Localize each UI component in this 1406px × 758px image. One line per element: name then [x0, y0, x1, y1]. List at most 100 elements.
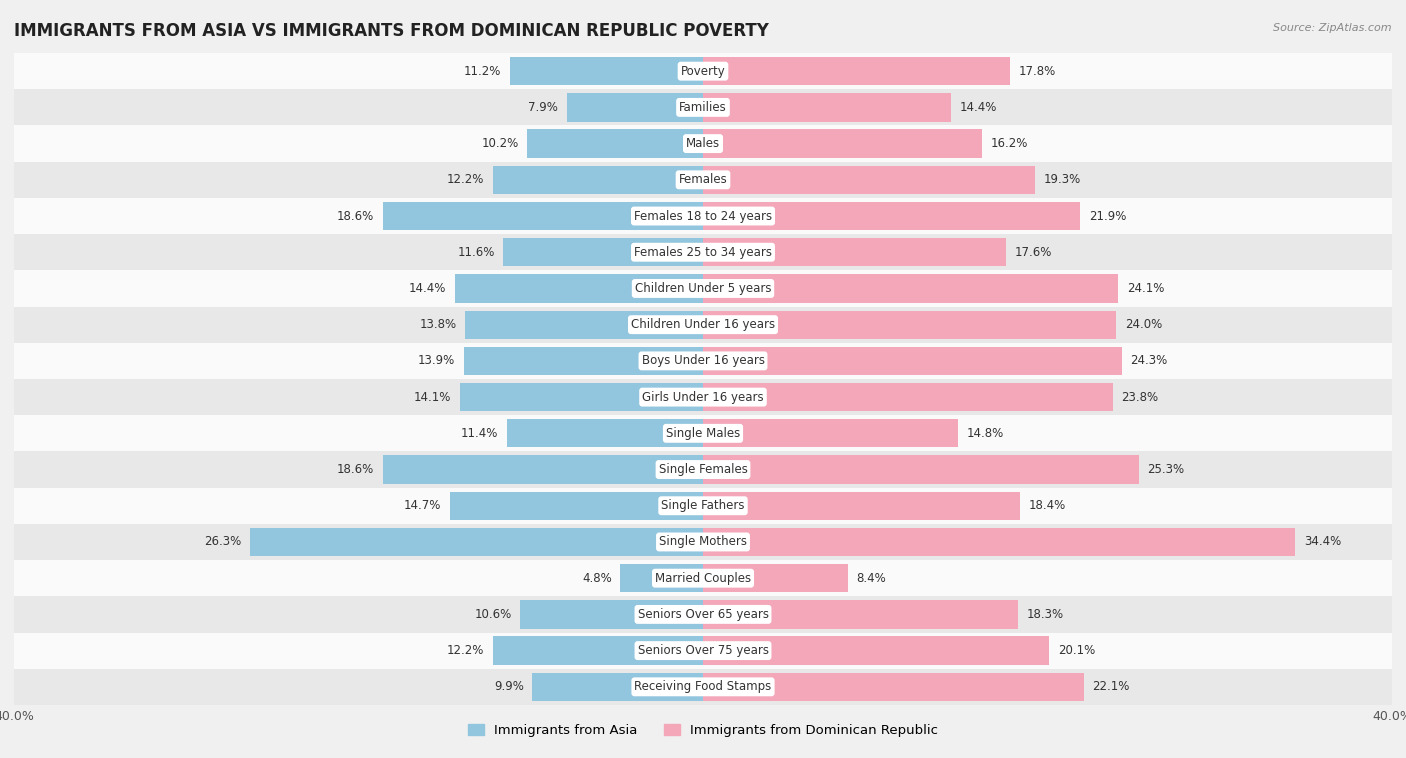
Text: 10.6%: 10.6%	[475, 608, 512, 621]
Bar	[510, 57, 703, 86]
Bar	[14, 415, 1392, 452]
Text: 34.4%: 34.4%	[1305, 535, 1341, 549]
Bar	[14, 524, 1392, 560]
Text: 14.1%: 14.1%	[415, 390, 451, 403]
Text: Seniors Over 65 years: Seniors Over 65 years	[637, 608, 769, 621]
Text: 13.8%: 13.8%	[419, 318, 457, 331]
Text: 9.9%: 9.9%	[494, 681, 524, 694]
Text: 12.2%: 12.2%	[447, 644, 484, 657]
Bar	[703, 166, 1035, 194]
Text: 19.3%: 19.3%	[1045, 174, 1081, 186]
Bar	[703, 600, 1018, 628]
Bar	[527, 130, 703, 158]
Text: Children Under 5 years: Children Under 5 years	[634, 282, 772, 295]
Bar	[703, 672, 1084, 701]
Text: 26.3%: 26.3%	[204, 535, 242, 549]
Bar	[450, 492, 703, 520]
Bar	[703, 311, 1116, 339]
Bar	[14, 234, 1392, 271]
Bar	[494, 166, 703, 194]
Text: 21.9%: 21.9%	[1088, 209, 1126, 223]
Text: 20.1%: 20.1%	[1057, 644, 1095, 657]
Bar	[703, 492, 1019, 520]
Text: 18.4%: 18.4%	[1029, 500, 1066, 512]
Bar	[703, 528, 1295, 556]
Bar	[703, 130, 981, 158]
Text: 22.1%: 22.1%	[1092, 681, 1129, 694]
Text: Females 25 to 34 years: Females 25 to 34 years	[634, 246, 772, 258]
Text: 12.2%: 12.2%	[447, 174, 484, 186]
Text: 11.4%: 11.4%	[461, 427, 498, 440]
Bar	[382, 202, 703, 230]
Text: 11.6%: 11.6%	[457, 246, 495, 258]
Text: Single Fathers: Single Fathers	[661, 500, 745, 512]
Text: Families: Families	[679, 101, 727, 114]
Text: Seniors Over 75 years: Seniors Over 75 years	[637, 644, 769, 657]
Text: 11.2%: 11.2%	[464, 64, 502, 77]
Legend: Immigrants from Asia, Immigrants from Dominican Republic: Immigrants from Asia, Immigrants from Do…	[468, 725, 938, 738]
Bar	[14, 379, 1392, 415]
Text: 18.3%: 18.3%	[1026, 608, 1064, 621]
Bar	[567, 93, 703, 121]
Bar	[14, 343, 1392, 379]
Bar	[14, 271, 1392, 306]
Bar	[14, 198, 1392, 234]
Bar	[703, 238, 1007, 266]
Bar	[14, 452, 1392, 487]
Text: 14.7%: 14.7%	[404, 500, 441, 512]
Text: Receiving Food Stamps: Receiving Food Stamps	[634, 681, 772, 694]
Text: 14.4%: 14.4%	[409, 282, 446, 295]
Text: 24.1%: 24.1%	[1126, 282, 1164, 295]
Text: 18.6%: 18.6%	[337, 209, 374, 223]
Bar	[703, 93, 950, 121]
Text: 17.8%: 17.8%	[1018, 64, 1056, 77]
Bar	[703, 274, 1118, 302]
Text: 16.2%: 16.2%	[991, 137, 1028, 150]
Text: 24.3%: 24.3%	[1130, 355, 1167, 368]
Text: 14.8%: 14.8%	[966, 427, 1004, 440]
Bar	[494, 637, 703, 665]
Text: 4.8%: 4.8%	[582, 572, 612, 584]
Bar	[703, 419, 957, 447]
Bar	[620, 564, 703, 592]
Text: 25.3%: 25.3%	[1147, 463, 1184, 476]
Bar	[460, 383, 703, 412]
Bar	[14, 560, 1392, 597]
Text: 18.6%: 18.6%	[337, 463, 374, 476]
Text: Females 18 to 24 years: Females 18 to 24 years	[634, 209, 772, 223]
Text: 7.9%: 7.9%	[529, 101, 558, 114]
Text: Single Mothers: Single Mothers	[659, 535, 747, 549]
Text: Married Couples: Married Couples	[655, 572, 751, 584]
Bar	[14, 632, 1392, 669]
Text: 23.8%: 23.8%	[1122, 390, 1159, 403]
Text: 8.4%: 8.4%	[856, 572, 886, 584]
Bar	[250, 528, 703, 556]
Bar	[465, 311, 703, 339]
Text: 10.2%: 10.2%	[481, 137, 519, 150]
Text: Source: ZipAtlas.com: Source: ZipAtlas.com	[1274, 23, 1392, 33]
Bar	[464, 346, 703, 375]
Bar	[703, 57, 1010, 86]
Text: Poverty: Poverty	[681, 64, 725, 77]
Text: IMMIGRANTS FROM ASIA VS IMMIGRANTS FROM DOMINICAN REPUBLIC POVERTY: IMMIGRANTS FROM ASIA VS IMMIGRANTS FROM …	[14, 23, 769, 40]
Text: Single Females: Single Females	[658, 463, 748, 476]
Bar	[703, 383, 1114, 412]
Text: Females: Females	[679, 174, 727, 186]
Text: 24.0%: 24.0%	[1125, 318, 1163, 331]
Bar	[14, 126, 1392, 161]
Text: 17.6%: 17.6%	[1015, 246, 1052, 258]
Bar	[382, 456, 703, 484]
Bar	[14, 669, 1392, 705]
Bar	[456, 274, 703, 302]
Text: 13.9%: 13.9%	[418, 355, 456, 368]
Bar	[14, 487, 1392, 524]
Text: Girls Under 16 years: Girls Under 16 years	[643, 390, 763, 403]
Bar	[14, 597, 1392, 632]
Bar	[14, 89, 1392, 126]
Bar	[703, 456, 1139, 484]
Text: Children Under 16 years: Children Under 16 years	[631, 318, 775, 331]
Bar	[14, 53, 1392, 89]
Text: Males: Males	[686, 137, 720, 150]
Bar	[503, 238, 703, 266]
Bar	[703, 346, 1122, 375]
